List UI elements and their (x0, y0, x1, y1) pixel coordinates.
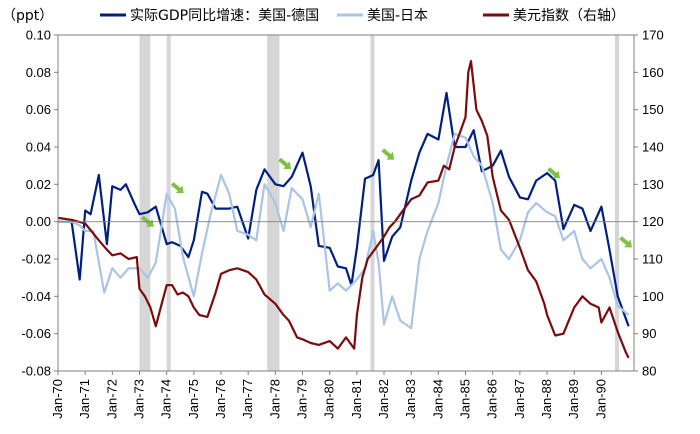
series-line-1 (58, 91, 630, 327)
right-tick-label: 110 (642, 252, 663, 267)
right-tick-label: 80 (642, 364, 656, 379)
left-tick-label: 0.02 (26, 177, 51, 192)
x-tick-label: Jan-74 (159, 379, 174, 419)
x-tick-label: Jan-84 (430, 379, 445, 419)
left-tick-label: 0.04 (26, 140, 51, 155)
x-tick-label: Jan-71 (77, 379, 92, 419)
arrow-shape (381, 148, 395, 160)
recession-band (614, 35, 620, 371)
left-tick-label: 0.10 (26, 28, 51, 43)
recession-band (267, 35, 280, 371)
x-tick-label: Jan-70 (50, 379, 65, 419)
legend-label: 实际GDP同比增速：美国-德国 (130, 8, 319, 24)
arrow-icon (141, 215, 154, 227)
x-tick-label: Jan-76 (213, 379, 228, 419)
x-tick-label: Jan-87 (512, 379, 527, 419)
arrow-shape (278, 157, 291, 169)
right-tick-label: 140 (642, 140, 664, 155)
right-tick-label: 120 (642, 214, 664, 229)
left-tick-label: -0.08 (21, 364, 51, 379)
x-tick-label: Jan-72 (104, 379, 119, 419)
x-tick-label: Jan-89 (566, 379, 581, 419)
recession-band (139, 35, 151, 371)
arrow-icon (278, 157, 291, 169)
left-tick-label: 0.00 (26, 214, 51, 229)
x-tick-label: Jan-79 (295, 379, 310, 419)
legend-label: 美元指数（右轴） (513, 8, 625, 24)
x-tick-label: Jan-73 (132, 379, 147, 419)
left-tick-label: -0.02 (21, 252, 51, 267)
x-tick-label: Jan-86 (485, 379, 500, 419)
x-tick-label: Jan-82 (376, 379, 391, 419)
x-tick-label: Jan-88 (539, 379, 554, 419)
left-tick-label: -0.04 (21, 289, 51, 304)
x-tick-label: Jan-81 (349, 379, 364, 419)
x-tick-label: Jan-80 (322, 379, 337, 419)
arrow-icon (619, 236, 632, 248)
x-tick-label: Jan-90 (593, 379, 608, 419)
y-unit-label: （ppt） (2, 8, 53, 24)
recession-band (370, 35, 375, 371)
arrow-shape (619, 236, 632, 248)
legend-label: 美国-日本 (367, 8, 428, 24)
series-line-2 (58, 132, 630, 330)
right-tick-label: 160 (642, 65, 664, 80)
arrow-shape (141, 215, 154, 227)
left-tick-label: -0.06 (21, 326, 51, 341)
right-tick-label: 130 (642, 177, 664, 192)
arrow-icon (381, 148, 395, 160)
arrow-icon (170, 182, 184, 194)
left-tick-label: 0.08 (26, 65, 51, 80)
arrow-shape (547, 167, 560, 179)
plot-frame (57, 34, 635, 372)
right-tick-label: 90 (642, 326, 656, 341)
x-tick-label: Jan-83 (403, 379, 418, 419)
right-tick-label: 100 (642, 289, 664, 304)
arrow-shape (170, 182, 184, 194)
x-tick-label: Jan-75 (186, 379, 201, 419)
arrow-icon (547, 167, 560, 179)
right-tick-label: 150 (642, 102, 664, 117)
x-tick-label: Jan-77 (240, 379, 255, 419)
left-tick-label: 0.06 (26, 102, 51, 117)
x-tick-label: Jan-85 (458, 379, 473, 419)
x-tick-label: Jan-78 (267, 379, 282, 419)
series-line-3 (57, 59, 630, 359)
right-tick-label: 170 (642, 28, 664, 43)
recession-band (166, 35, 171, 371)
